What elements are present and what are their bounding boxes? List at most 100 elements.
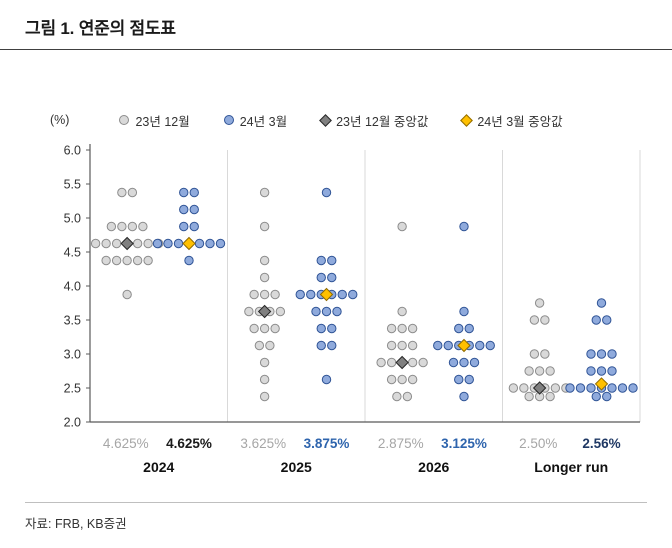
mar24-dot: [464, 323, 474, 334]
mar24-dot: [469, 357, 480, 368]
dec23-median-value: 2.50%: [519, 436, 557, 451]
y-tick-label: 2.5: [64, 382, 81, 396]
dec23-dot: [275, 306, 286, 317]
mar24-median-value: 3.875%: [304, 436, 350, 451]
dec23-median-diamond: [257, 304, 272, 319]
legend-label: 24년 3월: [239, 114, 288, 129]
gray-diamond-icon: [319, 113, 332, 127]
dec23-dot: [265, 340, 275, 351]
dec23-dot: [407, 340, 418, 351]
y-tick-label: 3.5: [64, 314, 81, 328]
dec23-dot: [127, 221, 138, 232]
mar24-dot: [152, 238, 163, 249]
dec23-dot: [111, 255, 122, 266]
y-tick-label: 4.0: [64, 280, 81, 294]
mar24-dot: [459, 357, 469, 368]
dec23-dot: [259, 289, 270, 300]
mar24-dot: [215, 238, 226, 249]
mar24-dot: [327, 340, 337, 351]
mar24-dot: [327, 323, 337, 334]
mar24-dot: [295, 289, 305, 300]
legend-item-dec23-median: 23년 12월 중앙값: [319, 111, 428, 130]
group-year-label: 2024: [143, 459, 174, 475]
mar24-dot: [475, 340, 485, 351]
dec23-dot: [249, 323, 259, 334]
dec23-dot: [101, 255, 111, 266]
mar24-dot: [459, 391, 469, 402]
mar24-dot: [337, 289, 347, 300]
legend: 23년 12월 24년 3월 23년 12월 중앙값 24년 3월 중앙값: [119, 111, 563, 130]
mar24-dot: [205, 238, 215, 249]
mar24-dot: [607, 366, 617, 376]
mar24-median-diamond: [182, 236, 196, 251]
mar24-dot: [316, 340, 326, 351]
dec23-dot: [508, 383, 519, 393]
dec23-dot: [259, 374, 270, 385]
dec23-dot: [132, 255, 143, 266]
mar24-dot: [327, 272, 337, 283]
dec23-dot: [259, 357, 270, 368]
dec23-median-value: 3.625%: [240, 436, 286, 451]
mar24-dot: [607, 383, 617, 393]
mar24-dot: [184, 255, 194, 266]
mar24-dot: [607, 349, 617, 359]
group-year-label: 2025: [281, 459, 312, 475]
mar24-dot: [173, 238, 184, 249]
mar24-dot: [596, 349, 607, 359]
mar24-dot: [189, 221, 199, 232]
y-tick-label: 5.0: [64, 212, 81, 226]
dec23-median-diamond: [120, 236, 134, 251]
mar24-median-value: 4.625%: [166, 436, 212, 451]
dec23-dot: [529, 315, 540, 325]
dec23-dot: [90, 238, 101, 249]
mar24-dot: [628, 383, 638, 393]
dec23-dot: [386, 323, 397, 334]
dec23-dot: [397, 221, 407, 232]
mar24-dot: [602, 315, 612, 325]
dec23-dot: [540, 349, 550, 359]
mar24-dot: [332, 306, 342, 317]
dec23-dot: [534, 366, 545, 376]
dec23-dot: [418, 357, 428, 368]
legend-label: 23년 12월: [135, 114, 190, 129]
legend-label: 24년 3월 중앙값: [477, 114, 563, 129]
mar24-dot: [464, 374, 474, 385]
dec23-dot: [386, 374, 397, 385]
dec23-dot: [122, 255, 132, 266]
dec23-dot: [397, 306, 407, 317]
dec23-dot: [534, 298, 545, 308]
mar24-dot: [565, 383, 575, 393]
dec23-dot: [407, 357, 418, 368]
mar24-dot: [596, 298, 607, 308]
mar24-dot: [189, 204, 199, 215]
mar24-dot: [348, 289, 358, 300]
dec23-dot: [259, 221, 270, 232]
mar24-dot: [311, 306, 321, 317]
dec23-dot: [106, 221, 117, 232]
mar24-dot: [443, 340, 453, 351]
dec23-dot: [407, 374, 418, 385]
y-axis-unit: (%): [50, 113, 70, 127]
dec23-dot: [143, 238, 153, 249]
dec23-dot: [249, 289, 259, 300]
dec23-dot: [101, 238, 111, 249]
dec23-median-value: 2.875%: [378, 436, 424, 451]
mar24-dot: [596, 366, 607, 376]
legend-item-mar24: 24년 3월: [223, 111, 288, 130]
source-text: 자료: FRB, KB증권: [25, 517, 127, 531]
mar24-dot: [316, 255, 326, 266]
dec23-dot: [402, 391, 413, 402]
mar24-dot: [454, 374, 464, 385]
mar24-dot: [316, 323, 326, 334]
mar24-dot: [586, 349, 596, 359]
dec23-dot: [244, 306, 254, 317]
yellow-diamond-icon: [460, 113, 474, 127]
figure-header: 그림 1. 연준의 점도표: [0, 0, 672, 50]
gray-dot-icon: [119, 115, 130, 125]
mar24-dot: [485, 340, 495, 351]
mar24-dot: [306, 289, 316, 300]
dec23-dot: [529, 349, 540, 359]
legend-item-dec23: 23년 12월: [119, 111, 190, 130]
dec23-dot: [386, 357, 397, 368]
mar24-dot: [586, 366, 596, 376]
